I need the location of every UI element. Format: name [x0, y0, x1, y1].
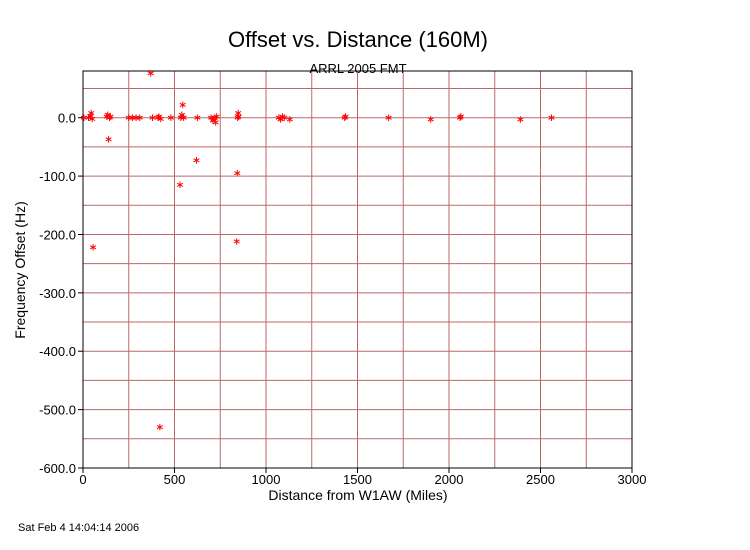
- x-tick-label: 2500: [526, 472, 555, 487]
- data-point: [89, 244, 97, 251]
- data-point: [88, 109, 95, 117]
- data-point: [136, 114, 143, 122]
- y-tick-label: 0.0: [58, 111, 76, 126]
- chart-title: Offset vs. Distance (160M): [228, 27, 488, 52]
- axis-ticks: 0 500 1000 1500 2000 2500 3000 0.0 -100.0 -200.0 -…: [39, 111, 646, 487]
- data-point: [156, 423, 163, 431]
- data-point: [105, 136, 112, 143]
- y-tick-label: -500.0: [39, 403, 76, 418]
- y-tick-label: -200.0: [39, 227, 76, 242]
- y-tick-label: -100.0: [39, 169, 76, 184]
- data-point: [157, 115, 164, 123]
- x-tick-label: 500: [164, 472, 186, 487]
- x-tick-label: 0: [79, 472, 86, 487]
- data-point: [147, 70, 154, 77]
- x-tick-label: 1000: [252, 472, 281, 487]
- data-point: [176, 181, 184, 189]
- data-point: [89, 115, 96, 123]
- chart-subtitle: ARRL 2005 FMT: [309, 61, 406, 76]
- data-point: [233, 238, 240, 245]
- data-point: [235, 113, 242, 120]
- x-tick-label: 3000: [618, 472, 647, 487]
- x-tick-label: 1500: [343, 472, 372, 487]
- data-point: [107, 113, 114, 120]
- data-point: [167, 114, 174, 122]
- data-point: [385, 114, 392, 122]
- y-tick-label: -600.0: [39, 461, 76, 476]
- y-axis-label: Frequency Offset (Hz): [12, 201, 28, 338]
- x-tick-label: 2000: [435, 472, 464, 487]
- data-point: [286, 116, 293, 123]
- data-point: [427, 116, 434, 123]
- data-point: [149, 114, 156, 122]
- data-points: [80, 70, 555, 431]
- data-point: [180, 114, 187, 122]
- data-point: [194, 114, 201, 122]
- x-axis-label: Distance from W1AW (Miles): [268, 487, 447, 503]
- data-point: [213, 113, 220, 120]
- data-point: [457, 113, 465, 120]
- grid-lines: [82, 71, 633, 469]
- data-point: [517, 116, 524, 123]
- data-point: [234, 169, 241, 177]
- data-point: [548, 114, 555, 122]
- data-point: [212, 119, 219, 126]
- data-point: [281, 114, 288, 122]
- data-point: [193, 157, 200, 164]
- timestamp-footer: Sat Feb 4 14:04:14 2006: [18, 522, 140, 534]
- data-point: [342, 113, 349, 120]
- y-tick-label: -300.0: [39, 286, 76, 301]
- y-tick-label: -400.0: [39, 344, 76, 359]
- data-point: [179, 101, 186, 109]
